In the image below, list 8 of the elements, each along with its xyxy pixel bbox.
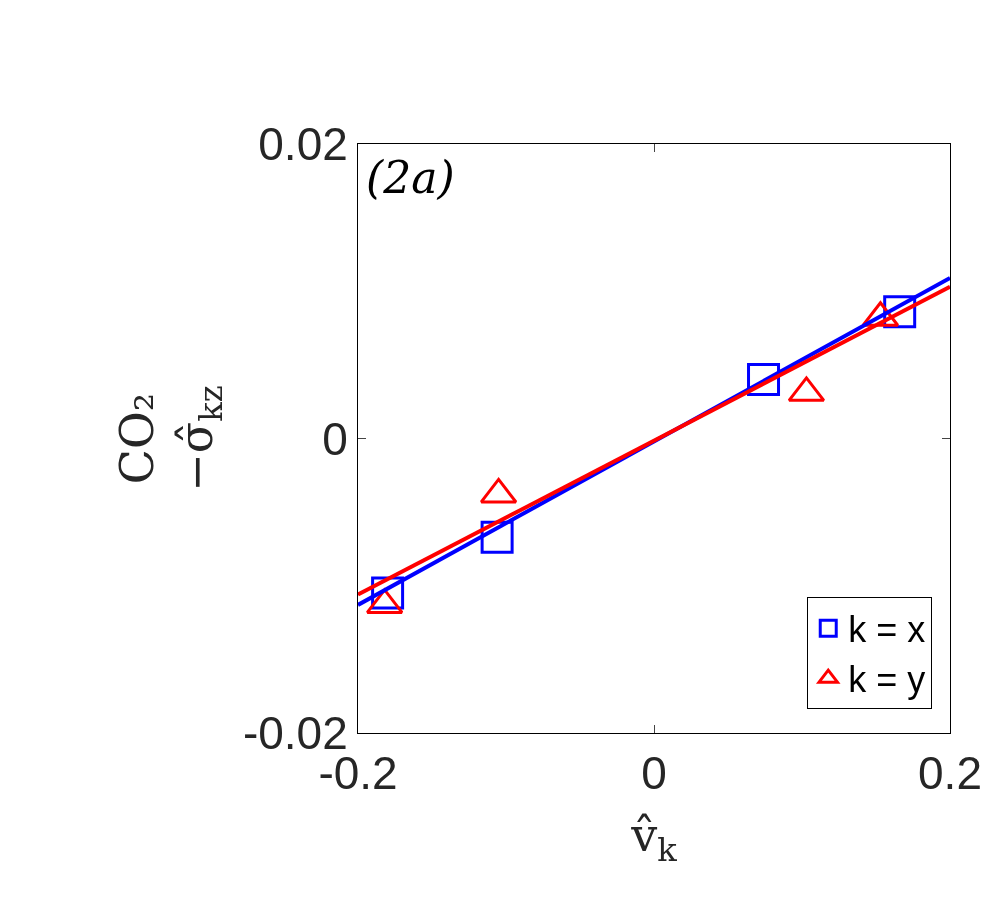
x-tick-label: 0.2 xyxy=(918,747,982,800)
legend-label: k = x xyxy=(848,609,926,651)
y-tick-label: 0.02 xyxy=(258,118,348,171)
x-tick-label: 0 xyxy=(641,747,667,800)
x-axis-title: v̂$_{k}$ xyxy=(630,807,678,869)
annotation: (2a) xyxy=(366,152,455,203)
y-tick-label: 0 xyxy=(322,412,348,465)
legend-label: k = y xyxy=(848,659,926,701)
